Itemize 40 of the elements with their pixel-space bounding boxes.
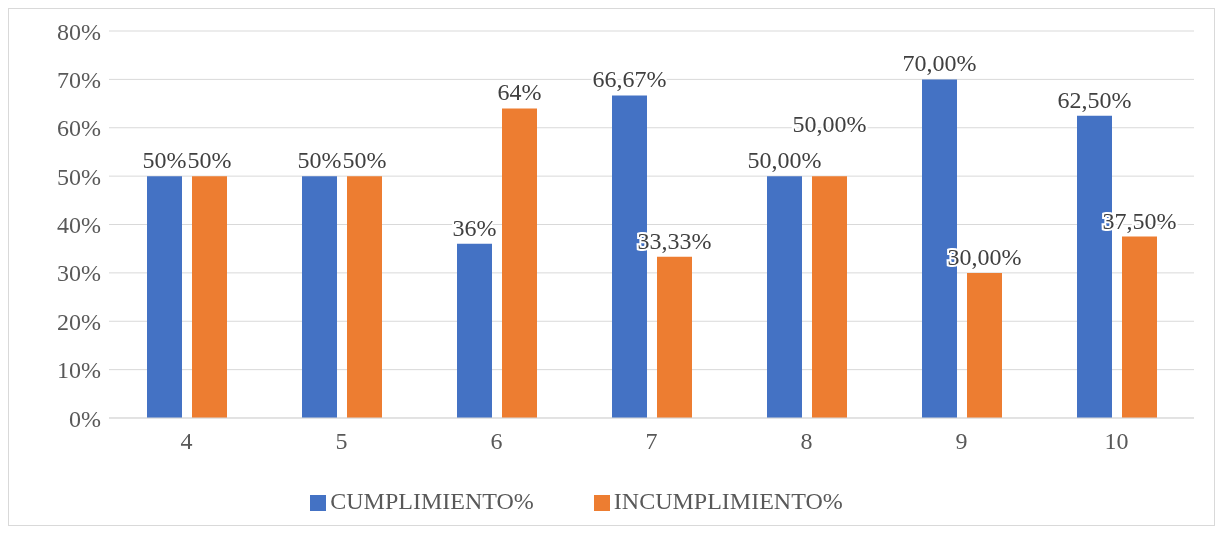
x-tick-label: 6 bbox=[490, 428, 503, 455]
x-tick-label: 8 bbox=[800, 428, 813, 455]
bar bbox=[457, 243, 492, 418]
data-label: 50% bbox=[142, 147, 187, 174]
y-tick-label: 60% bbox=[57, 115, 101, 142]
y-tick-label: 30% bbox=[57, 260, 101, 287]
bar bbox=[812, 176, 847, 418]
bar bbox=[192, 176, 227, 418]
data-label: 66,67% bbox=[592, 66, 667, 93]
bar bbox=[657, 256, 692, 418]
data-label: 50% bbox=[342, 147, 387, 174]
x-tick-label: 10 bbox=[1104, 428, 1129, 455]
y-tick-label: 10% bbox=[57, 357, 101, 384]
legend-label: CUMPLIMIENTO% bbox=[330, 488, 534, 514]
x-tick-label: 5 bbox=[335, 428, 348, 455]
bar bbox=[147, 176, 182, 418]
data-label: 70,00% bbox=[902, 50, 977, 77]
data-label: 50% bbox=[297, 147, 342, 174]
data-label: 50,00% bbox=[747, 147, 822, 174]
legend-label: INCUMPLIMIENTO% bbox=[613, 488, 843, 514]
y-tick-label: 0% bbox=[69, 405, 101, 432]
y-tick-label: 80% bbox=[57, 18, 101, 45]
y-tick-label: 40% bbox=[57, 212, 101, 239]
data-label: 62,50% bbox=[1057, 86, 1132, 113]
x-tick-label: 4 bbox=[180, 428, 193, 455]
bar bbox=[302, 176, 337, 418]
bar bbox=[502, 108, 537, 418]
bar bbox=[347, 176, 382, 418]
data-label: 64% bbox=[497, 79, 542, 106]
bar bbox=[967, 272, 1002, 418]
y-tick-label: 70% bbox=[57, 66, 101, 93]
y-tick-label: 50% bbox=[57, 163, 101, 190]
bar bbox=[1122, 236, 1157, 418]
data-label: 36% bbox=[452, 214, 497, 241]
x-tick-label: 7 bbox=[645, 428, 658, 455]
data-label: 50,00% bbox=[792, 111, 867, 138]
y-tick-label: 20% bbox=[57, 308, 101, 335]
data-label: 50% bbox=[187, 147, 232, 174]
bar bbox=[767, 176, 802, 418]
x-tick-label: 9 bbox=[955, 428, 968, 455]
